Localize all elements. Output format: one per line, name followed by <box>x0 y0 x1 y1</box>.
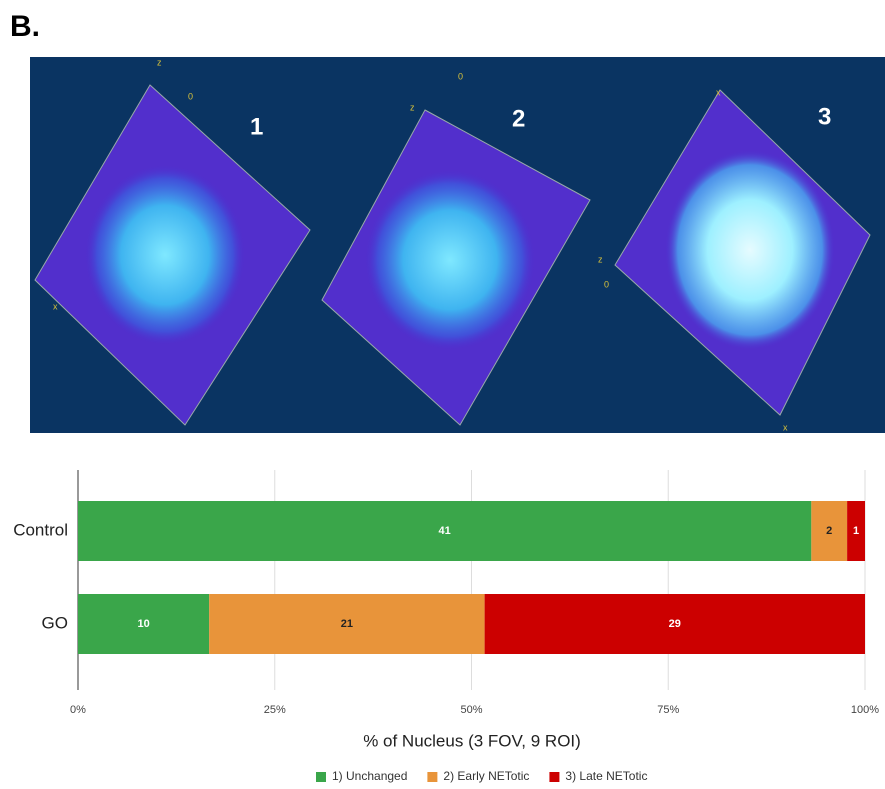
axis-annotation: x <box>716 87 721 97</box>
x-tick-label: 0% <box>70 704 86 716</box>
x-tick-label: 25% <box>264 704 286 716</box>
y-tick-label: GO <box>42 613 68 632</box>
x-tick-label: 75% <box>657 704 679 716</box>
axis-annotation: 0 <box>188 91 193 101</box>
image-label: 2 <box>512 105 525 132</box>
legend-label: 1) Unchanged <box>332 769 407 783</box>
legend-label: 2) Early NETotic <box>443 769 529 783</box>
data-label: 29 <box>669 618 681 630</box>
x-tick-label: 50% <box>460 704 482 716</box>
axis-annotation: x <box>783 422 788 432</box>
data-label: 2 <box>826 525 832 537</box>
axis-annotation: 0 <box>458 71 463 81</box>
legend-label: 3) Late NETotic <box>565 769 647 783</box>
figure: B. z 0 x 1 z 0 2 x z 0 x 3 <box>0 0 885 789</box>
data-label: 1 <box>853 525 859 537</box>
image-label: 3 <box>818 103 831 130</box>
image-label: 1 <box>250 113 263 140</box>
axis-annotation: z <box>157 57 162 67</box>
legend-swatch <box>549 772 559 782</box>
axis-annotation: z <box>598 254 603 264</box>
axis-annotation: x <box>53 301 58 311</box>
legend-swatch <box>427 772 437 782</box>
axis-annotation: z <box>410 102 415 112</box>
x-tick-label: 100% <box>851 704 879 716</box>
data-label: 10 <box>137 618 149 630</box>
legend-swatch <box>316 772 326 782</box>
x-axis-title: % of Nucleus (3 FOV, 9 ROI) <box>363 731 581 750</box>
y-tick-label: Control <box>13 520 68 539</box>
image-panel: z 0 x 1 z 0 2 x z 0 x 3 <box>30 57 885 433</box>
panel-label: B. <box>10 10 40 43</box>
data-label: 21 <box>341 618 353 630</box>
data-label: 41 <box>439 525 451 537</box>
axis-annotation: 0 <box>604 279 609 289</box>
